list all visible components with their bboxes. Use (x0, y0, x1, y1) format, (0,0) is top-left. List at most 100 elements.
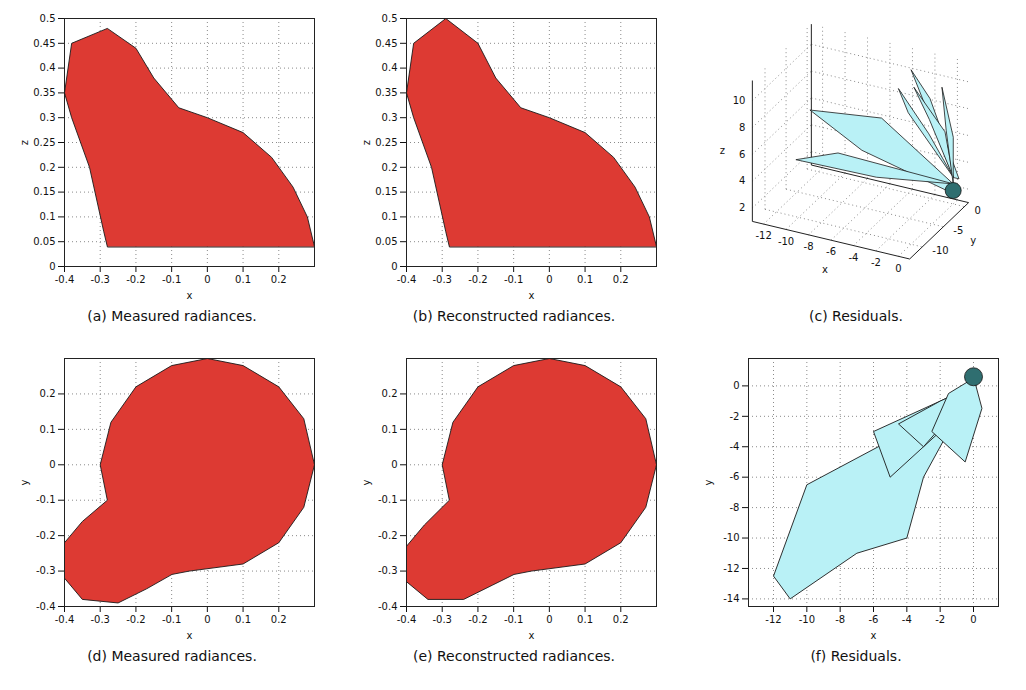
svg-text:-0.1: -0.1 (36, 494, 56, 505)
svg-text:0: 0 (546, 614, 552, 625)
svg-text:-0.2: -0.2 (468, 614, 488, 625)
svg-text:-0.4: -0.4 (397, 274, 417, 285)
svg-text:0.2: 0.2 (613, 614, 629, 625)
svg-text:0.1: 0.1 (382, 211, 398, 222)
svg-text:-2: -2 (730, 411, 740, 422)
svg-text:y: y (970, 235, 976, 246)
svg-text:-0.3: -0.3 (36, 565, 56, 576)
svg-text:-14: -14 (723, 593, 739, 604)
svg-text:0.2: 0.2 (40, 162, 56, 173)
svg-text:0: 0 (970, 614, 976, 625)
svg-text:8: 8 (739, 122, 745, 133)
svg-text:0.2: 0.2 (382, 388, 398, 399)
svg-text:0: 0 (974, 205, 980, 216)
svg-text:-6: -6 (826, 246, 836, 257)
svg-text:0.1: 0.1 (235, 274, 251, 285)
svg-text:-12: -12 (755, 230, 771, 241)
svg-text:-0.4: -0.4 (36, 601, 56, 612)
svg-text:-8: -8 (804, 241, 814, 252)
svg-text:0.1: 0.1 (577, 614, 593, 625)
svg-text:0: 0 (546, 274, 552, 285)
svg-text:-0.4: -0.4 (55, 614, 75, 625)
svg-text:4: 4 (739, 175, 745, 186)
svg-text:0.4: 0.4 (382, 62, 398, 73)
svg-text:0.2: 0.2 (40, 388, 56, 399)
svg-text:-4: -4 (730, 441, 740, 452)
svg-text:-10: -10 (799, 614, 815, 625)
svg-text:0.25: 0.25 (375, 137, 397, 148)
svg-text:0.4: 0.4 (40, 62, 56, 73)
svg-text:0.1: 0.1 (577, 274, 593, 285)
svg-text:-10: -10 (723, 532, 739, 543)
svg-text:x: x (529, 630, 535, 641)
svg-text:-5: -5 (953, 225, 963, 236)
svg-text:-0.4: -0.4 (55, 274, 75, 285)
svg-text:0: 0 (204, 614, 210, 625)
svg-text:-0.2: -0.2 (378, 530, 398, 541)
svg-text:2: 2 (739, 202, 745, 213)
svg-text:0.05: 0.05 (375, 236, 397, 247)
svg-text:-0.1: -0.1 (162, 614, 182, 625)
svg-text:y: y (19, 479, 30, 485)
svg-text:0.5: 0.5 (40, 13, 56, 24)
svg-text:-0.1: -0.1 (504, 274, 524, 285)
svg-text:x: x (529, 290, 535, 301)
svg-text:x: x (187, 630, 193, 641)
svg-text:0.2: 0.2 (382, 162, 398, 173)
svg-text:-8: -8 (835, 614, 845, 625)
svg-text:-0.3: -0.3 (378, 565, 398, 576)
svg-text:z: z (361, 140, 372, 145)
svg-text:-12: -12 (723, 563, 739, 574)
svg-text:0.1: 0.1 (235, 614, 251, 625)
svg-text:0: 0 (49, 459, 55, 470)
svg-text:y: y (703, 479, 714, 485)
svg-text:x: x (187, 290, 193, 301)
svg-text:-0.3: -0.3 (432, 274, 452, 285)
svg-text:-2: -2 (871, 257, 881, 268)
svg-text:-6: -6 (869, 614, 879, 625)
svg-text:x: x (871, 630, 877, 641)
svg-text:0.15: 0.15 (375, 186, 397, 197)
svg-text:y: y (361, 479, 372, 485)
svg-text:0: 0 (391, 261, 397, 272)
svg-text:-2: -2 (935, 614, 945, 625)
svg-text:-0.1: -0.1 (378, 494, 398, 505)
svg-text:0.15: 0.15 (33, 186, 55, 197)
svg-text:0.25: 0.25 (33, 137, 55, 148)
svg-text:6: 6 (739, 149, 745, 160)
svg-text:-0.2: -0.2 (126, 274, 146, 285)
svg-text:0: 0 (895, 263, 901, 274)
svg-text:-4: -4 (902, 614, 912, 625)
svg-text:0.35: 0.35 (33, 87, 55, 98)
svg-text:0.2: 0.2 (613, 274, 629, 285)
svg-text:-0.4: -0.4 (397, 614, 417, 625)
svg-text:0.5: 0.5 (382, 13, 398, 24)
svg-text:0.45: 0.45 (33, 38, 55, 49)
svg-text:-0.1: -0.1 (162, 274, 182, 285)
svg-text:-0.3: -0.3 (90, 614, 110, 625)
svg-text:-0.3: -0.3 (432, 614, 452, 625)
svg-text:0: 0 (733, 380, 739, 391)
svg-text:-10: -10 (778, 236, 794, 247)
svg-text:0: 0 (49, 261, 55, 272)
svg-text:-0.1: -0.1 (504, 614, 524, 625)
svg-text:-0.2: -0.2 (468, 274, 488, 285)
svg-text:-0.2: -0.2 (36, 530, 56, 541)
svg-text:10: 10 (733, 95, 746, 106)
svg-text:0.35: 0.35 (375, 87, 397, 98)
svg-text:0.05: 0.05 (33, 236, 55, 247)
svg-text:-6: -6 (730, 471, 740, 482)
svg-text:-8: -8 (730, 502, 740, 513)
svg-text:0.2: 0.2 (271, 614, 287, 625)
svg-text:0.1: 0.1 (382, 424, 398, 435)
svg-text:0: 0 (391, 459, 397, 470)
svg-text:0: 0 (204, 274, 210, 285)
svg-text:0.3: 0.3 (382, 112, 398, 123)
svg-text:-0.3: -0.3 (90, 274, 110, 285)
svg-text:-0.4: -0.4 (378, 601, 398, 612)
svg-text:0.45: 0.45 (375, 38, 397, 49)
svg-text:0.1: 0.1 (40, 211, 56, 222)
svg-text:-12: -12 (765, 614, 781, 625)
svg-text:0.3: 0.3 (40, 112, 56, 123)
svg-text:-4: -4 (848, 252, 858, 263)
